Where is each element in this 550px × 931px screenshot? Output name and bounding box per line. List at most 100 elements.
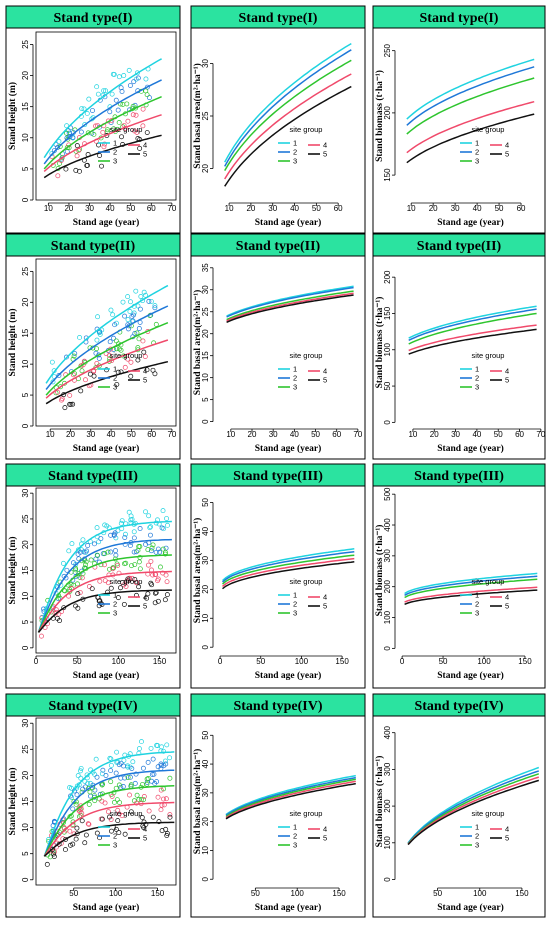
curve-site-1	[404, 572, 538, 595]
point-site-5	[99, 816, 105, 822]
legend-label-2: 2	[293, 832, 297, 841]
y-tick-label: 200	[383, 799, 392, 813]
point-site-3	[113, 338, 119, 344]
y-tick-label: 200	[383, 106, 392, 120]
point-site-3	[132, 562, 138, 568]
point-site-1	[127, 764, 133, 770]
point-site-2	[159, 525, 165, 531]
point-site-4	[140, 338, 146, 344]
point-site-3	[113, 785, 119, 791]
point-site-1	[82, 122, 88, 128]
point-site-4	[127, 792, 132, 798]
point-site-3	[117, 800, 122, 805]
point-site-1	[67, 784, 73, 790]
curve-site-1	[408, 305, 537, 339]
y-tick-label: 0	[21, 423, 30, 428]
point-site-4	[140, 106, 146, 112]
legend-label-1: 1	[475, 591, 479, 600]
panel-frame	[190, 485, 366, 689]
y-axis-label: Stand basal area(m²·ha⁻¹)	[192, 749, 203, 855]
legend-label-5: 5	[323, 376, 327, 385]
curve-site-2	[37, 538, 172, 633]
point-site-5	[128, 373, 134, 379]
x-tick-label: 70	[167, 204, 176, 213]
point-site-4	[102, 141, 108, 147]
point-site-5	[162, 597, 168, 603]
legend-label-5: 5	[323, 834, 327, 843]
panel-frame	[190, 255, 366, 460]
point-site-4	[155, 576, 161, 582]
y-tick-label: 30	[21, 718, 30, 727]
point-site-5	[144, 595, 150, 601]
point-site-3	[59, 155, 65, 161]
point-site-3	[71, 353, 77, 359]
point-site-2	[107, 109, 113, 115]
point-site-3	[153, 321, 159, 327]
plot-area	[35, 717, 177, 886]
x-tick-label: 50	[494, 430, 503, 439]
x-tick-label: 0	[34, 657, 39, 666]
point-site-5	[167, 814, 173, 820]
curve-site-4	[45, 339, 169, 399]
legend-label-1: 1	[293, 823, 297, 832]
point-site-2	[127, 774, 133, 780]
legend-label-2: 2	[113, 832, 117, 841]
point-site-5	[70, 841, 76, 847]
point-site-1	[138, 294, 144, 299]
curve-site-3	[226, 290, 354, 321]
x-tick-label: 30	[85, 204, 94, 213]
point-site-1	[120, 299, 126, 305]
y-tick-label: 10	[201, 845, 210, 854]
point-site-2	[129, 766, 135, 771]
point-site-2	[113, 552, 119, 558]
point-site-4	[164, 579, 170, 585]
curve-site-4	[37, 570, 172, 633]
x-tick-label: 60	[147, 204, 156, 213]
point-site-4	[101, 144, 107, 150]
x-tick-label: 20	[429, 204, 438, 213]
point-site-5	[94, 830, 100, 836]
legend-label-3: 3	[475, 383, 479, 392]
point-site-1	[141, 289, 147, 295]
legend-label-5: 5	[143, 150, 147, 159]
point-site-5	[68, 401, 74, 407]
point-site-3	[62, 588, 68, 594]
point-site-5	[62, 405, 68, 411]
curve-site-2	[226, 286, 354, 318]
point-site-2	[70, 806, 76, 812]
x-tick-label: 70	[536, 430, 545, 439]
point-site-2	[100, 551, 106, 557]
point-site-3	[144, 781, 150, 787]
x-axis-label: Stand age (year)	[255, 670, 322, 681]
point-site-1	[103, 88, 109, 94]
point-site-1	[135, 303, 141, 309]
point-site-4	[125, 356, 131, 362]
y-tick-label: 30	[21, 488, 30, 497]
point-site-2	[74, 792, 80, 798]
point-site-1	[94, 337, 100, 343]
point-site-3	[64, 145, 70, 151]
panel-3: Stand type(I) 10 20 30 40 50 60 Stand age (year…	[372, 5, 546, 234]
y-tick-label: 30	[201, 555, 210, 564]
panel-title: Stand type(IV)	[48, 699, 137, 714]
legend-label-3: 3	[293, 841, 297, 850]
point-site-2	[132, 780, 138, 786]
y-tick-label: 20	[21, 71, 30, 80]
legend-label-2: 2	[113, 600, 117, 609]
legend-label-4: 4	[323, 141, 327, 150]
point-site-4	[53, 607, 59, 613]
legend-label-1: 1	[293, 139, 297, 148]
panel-title: Stand type(II)	[236, 239, 321, 254]
legend-label-2: 2	[293, 148, 297, 157]
point-site-4	[74, 153, 80, 159]
point-site-3	[94, 346, 99, 352]
point-site-5	[63, 836, 69, 842]
point-site-2	[94, 774, 100, 780]
legend: site group 123 45	[278, 351, 327, 392]
y-tick-label: 0	[383, 420, 392, 425]
point-site-3	[99, 782, 105, 788]
point-site-4	[161, 796, 166, 802]
x-tick-label: 50	[312, 204, 321, 213]
point-site-5	[51, 854, 57, 859]
point-site-1	[161, 748, 166, 754]
